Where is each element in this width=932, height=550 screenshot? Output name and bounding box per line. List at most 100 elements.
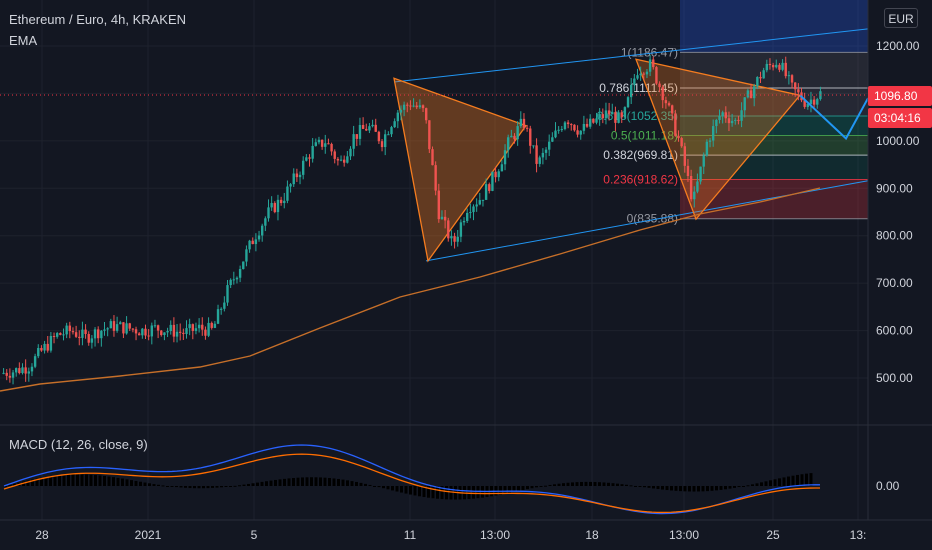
candle-body bbox=[134, 329, 138, 334]
macd-histogram-bar bbox=[305, 477, 309, 486]
candle-body bbox=[743, 97, 746, 111]
candle-body bbox=[683, 146, 687, 166]
candle-body bbox=[59, 333, 62, 335]
candle-body bbox=[125, 323, 128, 334]
x-axis-tick-label: 18 bbox=[585, 528, 599, 542]
candle-body bbox=[535, 145, 538, 164]
projection-path bbox=[799, 94, 869, 141]
macd-histogram-bar bbox=[517, 486, 520, 492]
x-axis-tick-label: 11 bbox=[404, 528, 417, 542]
macd-histogram-bar bbox=[706, 486, 709, 492]
candle-body bbox=[327, 143, 330, 145]
candle-body bbox=[283, 200, 286, 204]
macd-histogram-bar bbox=[301, 477, 304, 486]
candle-body bbox=[462, 220, 466, 223]
candle-body bbox=[652, 59, 655, 68]
candle-body bbox=[109, 321, 113, 329]
candle-body bbox=[14, 368, 18, 373]
macd-histogram-bar bbox=[247, 483, 250, 486]
candle-body bbox=[308, 157, 311, 159]
macd-histogram-bar bbox=[656, 486, 660, 490]
candle-body bbox=[664, 100, 668, 104]
candle-body bbox=[450, 236, 453, 239]
countdown-label: 03:04:16 bbox=[868, 108, 932, 128]
macd-histogram-bar bbox=[508, 486, 511, 493]
candle-body bbox=[557, 129, 560, 131]
macd-histogram-bar bbox=[193, 486, 196, 489]
candle-body bbox=[749, 90, 753, 99]
candle-body bbox=[506, 137, 510, 151]
candle-body bbox=[93, 329, 97, 339]
fib-level-label: 0.236(918.62) bbox=[603, 172, 678, 186]
macd-histogram-bar bbox=[98, 475, 102, 486]
macd-histogram-bar bbox=[688, 486, 691, 492]
signal-line bbox=[3, 453, 821, 514]
candle-body bbox=[103, 329, 106, 331]
candle-body bbox=[144, 328, 147, 336]
macd-histogram-bar bbox=[809, 473, 813, 486]
candle-body bbox=[153, 325, 157, 327]
macd-histogram-bar bbox=[616, 483, 619, 486]
candle-body bbox=[248, 240, 251, 250]
candle-body bbox=[696, 181, 699, 192]
macd-histogram-bar bbox=[26, 480, 30, 486]
macd-histogram-bar bbox=[643, 486, 646, 488]
candle-body bbox=[90, 338, 94, 343]
y-axis-tick-label: 800.00 bbox=[876, 229, 913, 243]
macd-histogram-bar bbox=[359, 482, 363, 486]
fib-level-label: 0(835.88) bbox=[627, 212, 678, 226]
macd-histogram-bar bbox=[242, 484, 246, 486]
candle-body bbox=[317, 139, 321, 143]
macd-histogram-bar bbox=[611, 483, 615, 486]
macd-histogram-bar bbox=[179, 486, 183, 488]
candle-body bbox=[52, 335, 56, 337]
x-axis-tick-label: 25 bbox=[766, 528, 780, 542]
candle-body bbox=[194, 328, 198, 331]
candle-body bbox=[207, 322, 210, 336]
macd-histogram-bar bbox=[373, 485, 376, 487]
candle-body bbox=[636, 75, 639, 79]
candle-body bbox=[368, 126, 371, 131]
macd-histogram-bar bbox=[382, 486, 385, 489]
macd-histogram-bar bbox=[134, 480, 138, 486]
candle-body bbox=[336, 158, 340, 161]
macd-histogram-bar bbox=[67, 474, 70, 486]
candle-body bbox=[604, 110, 608, 119]
candle-body bbox=[762, 70, 765, 79]
macd-histogram-bar bbox=[467, 486, 471, 500]
candle-body bbox=[238, 269, 242, 278]
candle-body bbox=[330, 143, 333, 152]
macd-histogram-bar bbox=[238, 485, 241, 487]
candle-body bbox=[393, 121, 396, 128]
candle-body bbox=[607, 110, 611, 115]
candle-body bbox=[522, 118, 526, 128]
candle-body bbox=[661, 87, 664, 101]
macd-histogram-bar bbox=[629, 485, 633, 487]
macd-histogram-bar bbox=[674, 486, 678, 491]
symbol-title[interactable]: Ethereum / Euro, 4h, KRAKEN bbox=[9, 12, 187, 27]
candle-body bbox=[544, 149, 548, 153]
macd-histogram-bar bbox=[805, 473, 808, 486]
candle-body bbox=[311, 145, 314, 159]
macd-indicator-label[interactable]: MACD (12, 26, close, 9) bbox=[9, 437, 148, 452]
macd-histogram-bar bbox=[31, 479, 34, 486]
ema-indicator-label[interactable]: EMA bbox=[9, 33, 38, 48]
candle-body bbox=[2, 372, 5, 374]
macd-histogram-bar bbox=[395, 486, 399, 492]
macd-histogram-bar bbox=[764, 481, 768, 486]
candle-body bbox=[472, 206, 475, 213]
candle-body bbox=[563, 122, 567, 130]
candle-body bbox=[226, 285, 229, 303]
macd-histogram-bar bbox=[157, 484, 160, 486]
candle-body bbox=[778, 64, 781, 70]
candle-body bbox=[339, 159, 343, 161]
y-axis-tick-label: 600.00 bbox=[876, 324, 913, 338]
currency-button[interactable]: EUR bbox=[884, 8, 918, 28]
macd-histogram-bar bbox=[440, 486, 444, 500]
macd-histogram-bar bbox=[476, 486, 480, 499]
candle-body bbox=[519, 118, 523, 127]
macd-histogram-bar bbox=[256, 482, 259, 486]
fib-zone bbox=[680, 52, 868, 88]
macd-histogram-bar bbox=[152, 484, 156, 486]
